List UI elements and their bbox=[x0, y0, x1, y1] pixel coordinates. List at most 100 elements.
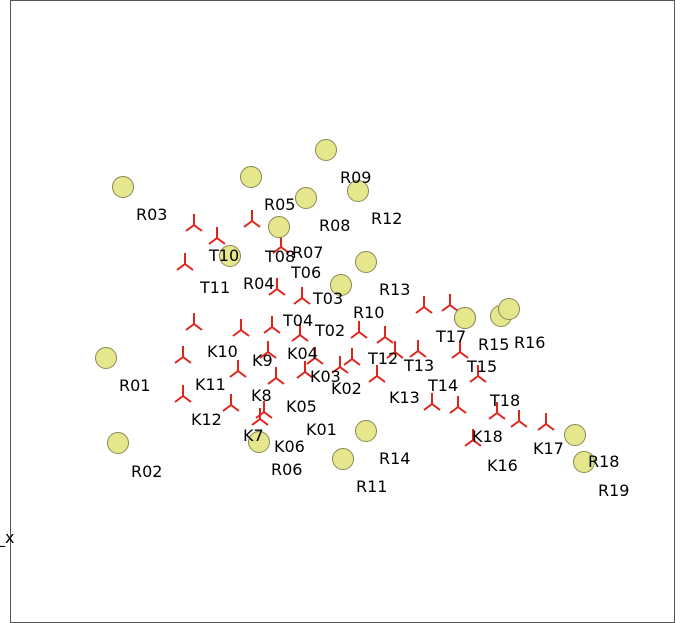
station-circle-r07[interactable] bbox=[268, 216, 290, 238]
tripod-marker[interactable] bbox=[272, 236, 290, 254]
station-label-r10[interactable]: R10 bbox=[353, 303, 384, 322]
tripod-marker[interactable] bbox=[251, 408, 269, 426]
tripod-marker[interactable] bbox=[176, 253, 194, 271]
tripod-marker[interactable] bbox=[306, 347, 324, 365]
station-label-r02[interactable]: R02 bbox=[131, 462, 162, 481]
tripod-marker[interactable] bbox=[174, 385, 192, 403]
station-circle-r12[interactable] bbox=[347, 180, 369, 202]
station-label-r16[interactable]: R16 bbox=[514, 333, 545, 352]
station-label-t12[interactable]: T12 bbox=[367, 349, 398, 368]
station-label-k13[interactable]: K13 bbox=[389, 388, 420, 407]
tripod-marker[interactable] bbox=[451, 341, 469, 359]
tripod-marker[interactable] bbox=[537, 413, 555, 431]
station-circle-r11[interactable] bbox=[332, 448, 354, 470]
station-circle-r19[interactable] bbox=[573, 451, 595, 473]
tripod-marker[interactable] bbox=[510, 410, 528, 428]
station-label-r19[interactable]: R19 bbox=[598, 481, 629, 500]
station-label-r08[interactable]: R08 bbox=[319, 216, 350, 235]
station-label-r18[interactable]: R18 bbox=[588, 452, 619, 471]
station-label-k16[interactable]: K16 bbox=[487, 456, 518, 475]
tripod-marker[interactable] bbox=[174, 346, 192, 364]
station-label-r12[interactable]: R12 bbox=[371, 209, 402, 228]
station-label-k10[interactable]: K10 bbox=[207, 342, 238, 361]
tripod-marker[interactable] bbox=[243, 210, 261, 228]
tripod-marker[interactable] bbox=[263, 316, 281, 334]
station-circle-t17-circle[interactable] bbox=[454, 307, 476, 329]
tripod-marker[interactable] bbox=[222, 394, 240, 412]
station-label-r01[interactable]: R01 bbox=[119, 376, 150, 395]
station-circle-r13[interactable] bbox=[355, 251, 377, 273]
tripod-marker[interactable] bbox=[464, 429, 482, 447]
station-label-k8[interactable]: K8 bbox=[251, 386, 272, 405]
station-label-k7[interactable]: K7 bbox=[243, 426, 264, 445]
tripod-marker[interactable] bbox=[350, 321, 368, 339]
tripod-marker[interactable] bbox=[469, 365, 487, 383]
tripod-marker[interactable] bbox=[409, 340, 427, 358]
station-circle-r03[interactable] bbox=[112, 176, 134, 198]
station-circle-r10[interactable] bbox=[330, 274, 352, 296]
tripod-marker[interactable] bbox=[268, 278, 286, 296]
tripod-marker[interactable] bbox=[423, 393, 441, 411]
station-label-k06[interactable]: K06 bbox=[274, 437, 305, 456]
station-label-t08[interactable]: T08 bbox=[264, 247, 295, 266]
tripod-marker[interactable] bbox=[343, 348, 361, 366]
station-label-k12[interactable]: K12 bbox=[191, 410, 222, 429]
tripod-marker[interactable] bbox=[449, 396, 467, 414]
station-label-r13[interactable]: R13 bbox=[379, 280, 410, 299]
station-label-r11[interactable]: R11 bbox=[356, 477, 387, 496]
station-label-k01[interactable]: K01 bbox=[306, 420, 337, 439]
station-label-t02[interactable]: T02 bbox=[314, 321, 345, 340]
station-circle-r04[interactable] bbox=[219, 245, 241, 267]
tripod-marker[interactable] bbox=[185, 313, 203, 331]
station-circle-r18[interactable] bbox=[564, 424, 586, 446]
station-label-t13[interactable]: T13 bbox=[403, 356, 434, 375]
station-label-k9[interactable]: K9 bbox=[252, 351, 273, 370]
station-label-k17[interactable]: K17 bbox=[533, 439, 564, 458]
station-label-t18[interactable]: T18 bbox=[489, 391, 520, 410]
station-label-r07[interactable]: R07 bbox=[292, 243, 323, 262]
station-label-r15[interactable]: R15 bbox=[478, 335, 509, 354]
station-label-t14[interactable]: T14 bbox=[427, 376, 458, 395]
station-circle-r01[interactable] bbox=[95, 347, 117, 369]
tripod-marker[interactable] bbox=[488, 402, 506, 420]
station-label-t04[interactable]: T04 bbox=[282, 311, 313, 330]
station-label-r05[interactable]: R05 bbox=[264, 195, 295, 214]
station-circle-r05[interactable] bbox=[240, 166, 262, 188]
station-label-t11[interactable]: T11 bbox=[199, 278, 230, 297]
station-circle-r02[interactable] bbox=[107, 432, 129, 454]
station-label-t10[interactable]: T10 bbox=[208, 246, 239, 265]
station-label-k03[interactable]: K03 bbox=[310, 367, 341, 386]
station-label-r06[interactable]: R06 bbox=[271, 460, 302, 479]
station-label-k02[interactable]: K02 bbox=[331, 379, 362, 398]
station-label-k04[interactable]: K04 bbox=[287, 344, 318, 363]
tripod-marker[interactable] bbox=[331, 356, 349, 374]
tripod-marker[interactable] bbox=[232, 319, 250, 337]
station-label-r04[interactable]: R04 bbox=[243, 274, 274, 293]
tripod-marker[interactable] bbox=[267, 367, 285, 385]
station-label-r14[interactable]: R14 bbox=[379, 449, 410, 468]
station-label-t17[interactable]: T17 bbox=[435, 327, 466, 346]
tripod-marker[interactable] bbox=[229, 360, 247, 378]
station-label-t03[interactable]: T03 bbox=[312, 289, 343, 308]
station-label-r09[interactable]: R09 bbox=[340, 168, 371, 187]
station-label-t06[interactable]: T06 bbox=[290, 263, 321, 282]
station-label-k18[interactable]: K18 bbox=[472, 427, 503, 446]
station-label-k11[interactable]: K11 bbox=[195, 375, 226, 394]
station-circle-r14[interactable] bbox=[355, 420, 377, 442]
tripod-marker[interactable] bbox=[441, 294, 459, 312]
tripod-marker[interactable] bbox=[185, 214, 203, 232]
station-circle-r09[interactable] bbox=[315, 139, 337, 161]
station-label-t15[interactable]: T15 bbox=[466, 357, 497, 376]
tripod-marker[interactable] bbox=[291, 324, 309, 342]
station-label-r03[interactable]: R03 bbox=[136, 205, 167, 224]
station-circle-r08[interactable] bbox=[295, 187, 317, 209]
station-circle-r16[interactable] bbox=[498, 298, 520, 320]
tripod-marker[interactable] bbox=[208, 227, 226, 245]
station-circle-r06[interactable] bbox=[248, 431, 270, 453]
tripod-marker[interactable] bbox=[368, 365, 386, 383]
tripod-marker[interactable] bbox=[296, 361, 314, 379]
tripod-marker[interactable] bbox=[376, 326, 394, 344]
tripod-marker[interactable] bbox=[415, 296, 433, 314]
